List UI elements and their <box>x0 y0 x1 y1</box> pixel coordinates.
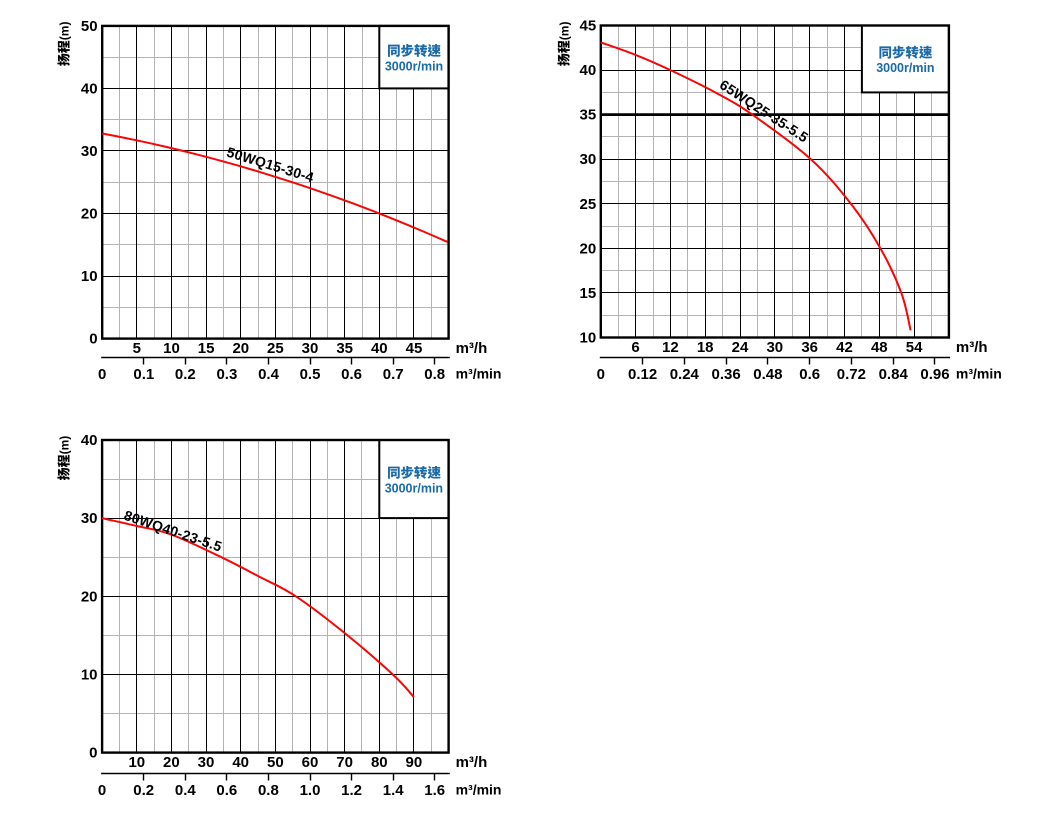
svg-text:0.6: 0.6 <box>799 366 820 383</box>
svg-text:50: 50 <box>81 18 98 35</box>
svg-text:m³/h: m³/h <box>956 339 988 356</box>
svg-text:m³/min: m³/min <box>956 366 1002 382</box>
svg-text:0: 0 <box>597 366 605 383</box>
svg-text:m³/h: m³/h <box>456 754 488 771</box>
svg-text:3000r/min: 3000r/min <box>385 59 443 73</box>
svg-text:30: 30 <box>302 340 319 357</box>
svg-text:20: 20 <box>580 240 597 257</box>
svg-text:60: 60 <box>302 754 319 771</box>
svg-text:10: 10 <box>163 340 180 357</box>
svg-text:0: 0 <box>98 782 106 799</box>
svg-text:0.6: 0.6 <box>216 782 237 799</box>
svg-text:1.6: 1.6 <box>424 782 445 799</box>
svg-text:30: 30 <box>580 151 597 168</box>
svg-text:30: 30 <box>766 339 783 356</box>
svg-text:0: 0 <box>98 366 106 383</box>
svg-text:54: 54 <box>906 339 923 356</box>
svg-text:0.36: 0.36 <box>711 366 740 383</box>
svg-text:40: 40 <box>371 340 388 357</box>
svg-text:20: 20 <box>163 754 180 771</box>
svg-text:15: 15 <box>198 340 215 357</box>
svg-text:25: 25 <box>267 340 284 357</box>
svg-text:0.12: 0.12 <box>628 366 657 383</box>
svg-text:0.4: 0.4 <box>258 366 280 383</box>
svg-text:1.4: 1.4 <box>383 782 405 799</box>
svg-text:40: 40 <box>580 62 597 79</box>
svg-text:0.96: 0.96 <box>920 366 949 383</box>
svg-text:20: 20 <box>81 588 98 605</box>
svg-text:0.8: 0.8 <box>258 782 279 799</box>
svg-text:0.84: 0.84 <box>879 366 909 383</box>
svg-text:m³/h: m³/h <box>456 340 488 357</box>
svg-text:40: 40 <box>81 80 98 97</box>
svg-text:0.4: 0.4 <box>175 782 197 799</box>
svg-text:20: 20 <box>81 206 98 223</box>
svg-text:35: 35 <box>580 107 597 124</box>
svg-text:0.3: 0.3 <box>216 366 237 383</box>
svg-text:1.2: 1.2 <box>341 782 362 799</box>
svg-text:35: 35 <box>336 340 353 357</box>
svg-text:10: 10 <box>580 330 597 347</box>
svg-text:m³/min: m³/min <box>456 366 502 382</box>
svg-text:0.72: 0.72 <box>837 366 866 383</box>
svg-text:0.1: 0.1 <box>133 366 154 383</box>
svg-text:50: 50 <box>267 754 284 771</box>
svg-text:3000r/min: 3000r/min <box>385 481 443 495</box>
svg-text:45: 45 <box>406 340 423 357</box>
svg-text:0.24: 0.24 <box>670 366 700 383</box>
svg-text:0.2: 0.2 <box>133 782 154 799</box>
svg-text:90: 90 <box>406 754 423 771</box>
svg-text:15: 15 <box>580 285 597 302</box>
svg-text:0: 0 <box>89 745 97 762</box>
svg-text:0: 0 <box>89 331 97 348</box>
svg-text:30: 30 <box>198 754 215 771</box>
svg-text:45: 45 <box>580 18 597 35</box>
svg-text:80: 80 <box>371 754 388 771</box>
svg-text:0.2: 0.2 <box>175 366 196 383</box>
svg-text:36: 36 <box>801 339 818 356</box>
svg-text:6: 6 <box>631 339 639 356</box>
svg-text:30: 30 <box>81 143 98 160</box>
svg-text:(m): (m) <box>58 436 72 455</box>
svg-text:10: 10 <box>81 268 98 285</box>
svg-text:40: 40 <box>232 754 249 771</box>
svg-text:40: 40 <box>81 432 98 449</box>
svg-text:10: 10 <box>128 754 145 771</box>
svg-text:12: 12 <box>662 339 679 356</box>
svg-text:1.0: 1.0 <box>300 782 321 799</box>
svg-text:42: 42 <box>836 339 853 356</box>
svg-text:(m): (m) <box>58 22 72 41</box>
svg-text:18: 18 <box>697 339 714 356</box>
svg-text:48: 48 <box>871 339 888 356</box>
svg-text:20: 20 <box>232 340 249 357</box>
svg-text:0.5: 0.5 <box>300 366 321 383</box>
svg-text:10: 10 <box>81 667 98 684</box>
svg-text:24: 24 <box>732 339 749 356</box>
svg-text:(m): (m) <box>558 22 572 41</box>
svg-text:25: 25 <box>580 196 597 213</box>
svg-text:m³/min: m³/min <box>456 782 502 798</box>
svg-text:30: 30 <box>81 510 98 527</box>
svg-text:0.8: 0.8 <box>424 366 445 383</box>
svg-text:0.7: 0.7 <box>383 366 404 383</box>
svg-text:0.6: 0.6 <box>341 366 362 383</box>
svg-text:5: 5 <box>133 340 141 357</box>
svg-text:0.48: 0.48 <box>753 366 782 383</box>
svg-text:3000r/min: 3000r/min <box>876 61 934 75</box>
svg-text:70: 70 <box>336 754 353 771</box>
